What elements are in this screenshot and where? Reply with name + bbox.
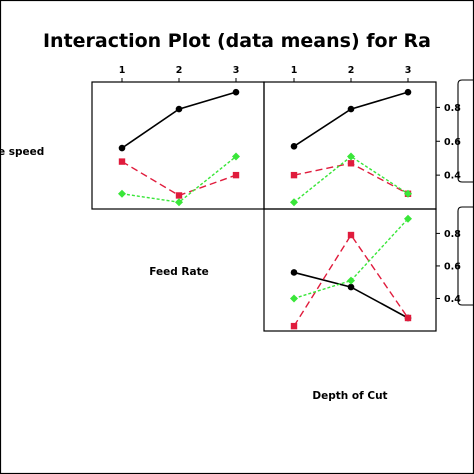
data-point-circle [347, 283, 355, 291]
level-tick-label: 2 [348, 65, 355, 76]
series-line-3 [293, 218, 409, 300]
data-point-circle [118, 144, 126, 152]
data-point-square [347, 160, 355, 167]
right-y-axes: 0.4 0.6 0.8 0.4 0.6 0.8 [436, 103, 461, 305]
level-tick-label: 3 [405, 65, 412, 76]
data-point-diamond [347, 152, 355, 161]
panel-speed-feed-rate [118, 88, 240, 207]
data-point-circle [347, 105, 355, 113]
series-line-1 [293, 91, 409, 148]
panel-feed-rate-depth-of-cut [290, 214, 412, 330]
level-tick-label: 3 [233, 65, 240, 76]
chart-title: Interaction Plot (data means) for Ra [43, 30, 431, 52]
series-line-2 [293, 233, 409, 327]
data-point-circle [232, 88, 240, 96]
data-point-square [290, 171, 298, 179]
data-point-circle [290, 143, 298, 150]
factor-label-speed: e speed [0, 146, 44, 158]
legend-box-top [457, 79, 474, 183]
panel-speed-feed-rate-frame [91, 81, 265, 210]
data-point-square [232, 171, 240, 179]
factor-label-depth-of-cut: Depth of Cut [312, 390, 387, 402]
data-point-square [347, 231, 355, 239]
legend-box-bottom [457, 206, 474, 306]
panel-speed-depth-of-cut [290, 88, 412, 207]
y-tick-label: 0.4 [444, 171, 461, 182]
data-point-diamond [290, 198, 298, 207]
y-tick-label: 0.4 [444, 294, 461, 305]
data-point-circle [290, 269, 298, 276]
data-point-circle [404, 88, 412, 96]
y-tick-label: 0.6 [444, 261, 461, 272]
data-point-square [404, 314, 412, 322]
data-point-diamond [404, 214, 412, 223]
level-tick-label: 1 [119, 65, 126, 76]
data-point-square [175, 192, 183, 199]
data-point-diamond [290, 294, 298, 303]
data-point-square [118, 158, 126, 165]
top-level-ticks: 1 2 3 1 2 3 [119, 65, 412, 82]
panel-feed-rate-depth-of-cut-frame [263, 208, 437, 332]
panel-speed-depth-of-cut-frame [263, 81, 437, 210]
y-tick-label: 0.6 [444, 137, 461, 148]
data-point-diamond [347, 276, 355, 285]
y-tick-label: 0.8 [444, 103, 461, 114]
y-tick-label: 0.8 [444, 229, 461, 240]
data-point-circle [175, 105, 183, 113]
level-tick-label: 1 [291, 65, 298, 76]
level-tick-label: 2 [176, 65, 183, 76]
series-line-1 [121, 91, 237, 149]
series-layer [118, 88, 412, 330]
data-point-diamond [175, 198, 183, 207]
data-point-diamond [404, 189, 412, 198]
data-point-square [290, 322, 298, 330]
data-point-diamond [118, 189, 126, 198]
series-line-2 [121, 160, 237, 197]
data-point-diamond [232, 152, 240, 161]
factor-label-feed-rate: Feed Rate [149, 266, 208, 278]
